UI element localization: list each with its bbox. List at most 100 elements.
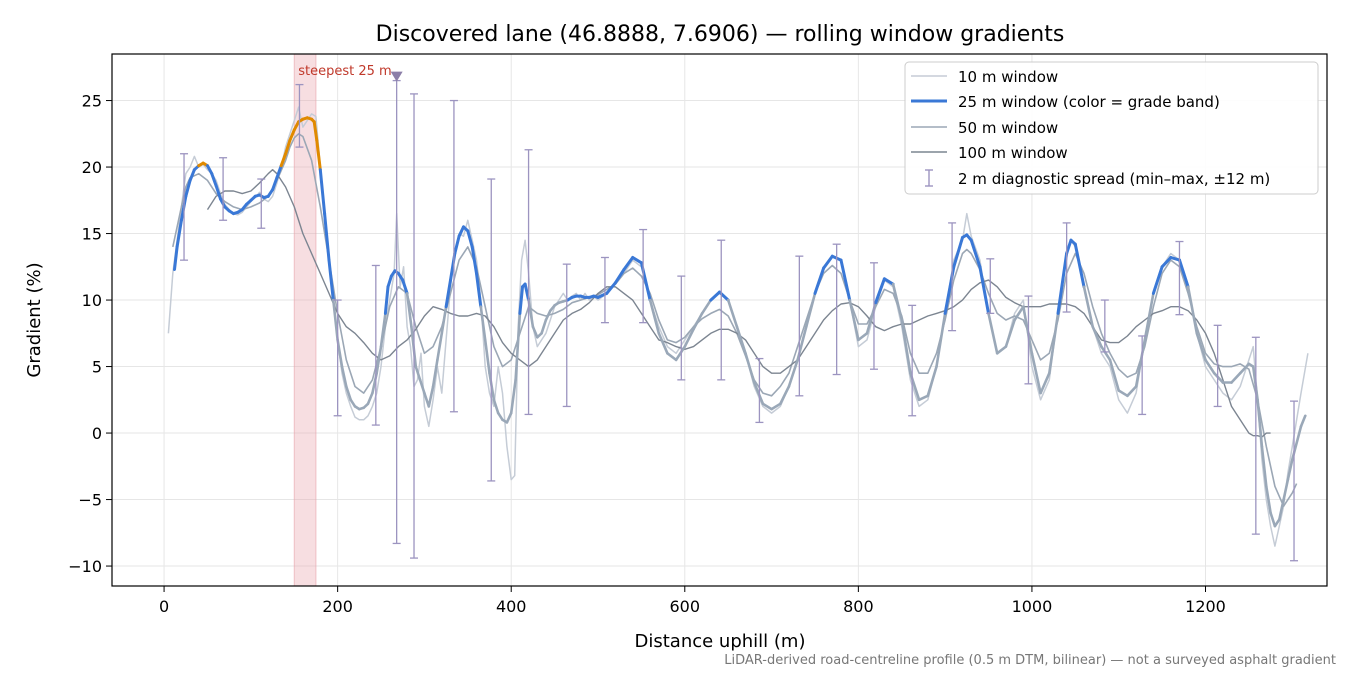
chart-title: Discovered lane (46.8888, 7.6906) — roll… (376, 22, 1065, 47)
series-25m-segment (210, 172, 218, 188)
series-25m-segment (292, 120, 301, 132)
series-25m-segment (418, 378, 426, 395)
x-tick-label: 800 (843, 597, 874, 616)
series-25m-segment (318, 168, 327, 216)
errorbar (257, 178, 266, 229)
series-25m-segment (496, 411, 504, 422)
errorbar (717, 239, 726, 381)
series-25m-segment (987, 312, 999, 355)
series-25m-segment (926, 365, 938, 398)
y-axis-label: Gradient (%) (24, 262, 45, 377)
series-25m-segment (631, 256, 643, 265)
x-tick-label: 200 (322, 597, 353, 616)
plot-frame (111, 53, 1328, 587)
series-25m-segment (778, 385, 791, 406)
series-25m-segment (206, 164, 214, 176)
x-tick-label: 1000 (1012, 597, 1053, 616)
series-25m-segment (761, 402, 773, 411)
errorbar (1175, 240, 1184, 316)
series-25m-segment (1230, 371, 1242, 384)
series-25m-segment (184, 178, 192, 198)
series-25m-segment (813, 266, 826, 295)
series-25m-segment (444, 278, 452, 309)
series-25m-segment (622, 256, 635, 271)
y-axis-ticks: −10 −5 0 5 10 15 20 25 (68, 92, 112, 576)
legend-swatch-errorbar (925, 169, 933, 187)
series-50m-window (172, 133, 1298, 507)
series-25m-segment (327, 258, 335, 302)
series-25m-segment (514, 312, 522, 382)
series-25m-segment (509, 378, 517, 415)
errorbar (1290, 400, 1299, 562)
series-25m-segment (1021, 305, 1034, 355)
series-lines (167, 106, 1309, 547)
series-25m-segment (323, 212, 331, 262)
series-25m-segment (527, 298, 535, 329)
series-25m-segment (917, 394, 930, 402)
series-25m-segment (457, 225, 465, 238)
legend-label-10m: 10 m window (958, 68, 1058, 86)
series-25m-segment (349, 398, 357, 408)
series-25m-segment (375, 345, 383, 375)
errorbar (677, 275, 686, 381)
series-25m-segment (379, 312, 387, 348)
errorbar (986, 258, 995, 315)
legend-label-50m: 50 m window (958, 119, 1058, 137)
annotations: steepest 25 m (298, 64, 403, 82)
series-25m-segment (857, 331, 869, 342)
legend-label-errorbar: 2 m diagnostic spread (min–max, ±12 m) (958, 170, 1270, 188)
series-25m-segment (605, 281, 617, 295)
x-axis-label: Distance uphill (m) (635, 631, 806, 652)
series-25m-segment (1151, 265, 1164, 295)
series-25m-segment (709, 290, 721, 302)
series-25m-segment (1048, 312, 1060, 375)
errorbar (1138, 335, 1147, 416)
series-25m-segment (173, 245, 179, 271)
errorbar (295, 83, 304, 148)
series-25m-segment (1082, 285, 1094, 329)
series-25m-segment (787, 358, 799, 388)
y-tick-label: 5 (92, 358, 102, 377)
x-axis-ticks: 0 200 400 600 800 1000 1200 (159, 586, 1226, 616)
series-25m-segment (804, 292, 817, 329)
series-25m-segment (1178, 258, 1190, 289)
series-25m-segment (1126, 385, 1138, 398)
series-25m-segment (470, 245, 478, 275)
x-tick-label: 0 (159, 597, 169, 616)
errorbar (1062, 222, 1071, 313)
series-25m-segment (1169, 256, 1181, 262)
series-25m-segment (1143, 292, 1155, 342)
series-25m-segment (1278, 498, 1285, 521)
series-25m-segment (648, 298, 661, 335)
errorbar (869, 262, 878, 370)
x-tick-label: 400 (496, 597, 527, 616)
series-100m-window (206, 169, 1271, 438)
errorbar (219, 157, 228, 221)
series-25m-segment (1100, 345, 1112, 362)
series-25m-segment (1091, 325, 1103, 348)
errorbar (180, 153, 189, 261)
series-25m-segment (1260, 445, 1268, 488)
series-25m-segment (492, 398, 500, 415)
series-25m-segment (405, 292, 413, 329)
series-25m-segment (540, 318, 548, 335)
series-25m-segment (657, 331, 669, 355)
y-tick-label: 10 (82, 291, 102, 310)
series-25m-segment (1238, 362, 1251, 375)
steepest-marker (390, 71, 403, 82)
errorbar (524, 149, 533, 416)
series-25m-segment (279, 152, 288, 168)
series-25m-segment (1039, 371, 1051, 395)
series-25m-segment (436, 331, 444, 362)
errorbar (795, 255, 804, 397)
legend: 10 m window 25 m window (color = grade b… (904, 61, 1319, 195)
steepest-label: steepest 25 m (298, 64, 391, 79)
errorbar (562, 263, 571, 408)
series-25m-segment (1204, 358, 1216, 375)
errorbar (1100, 299, 1109, 353)
errorbar (333, 299, 342, 417)
series-25m-segment (1195, 331, 1207, 362)
errorbar (1024, 295, 1033, 385)
y-tick-label: −5 (78, 491, 102, 510)
series-25m-segment (978, 265, 990, 315)
